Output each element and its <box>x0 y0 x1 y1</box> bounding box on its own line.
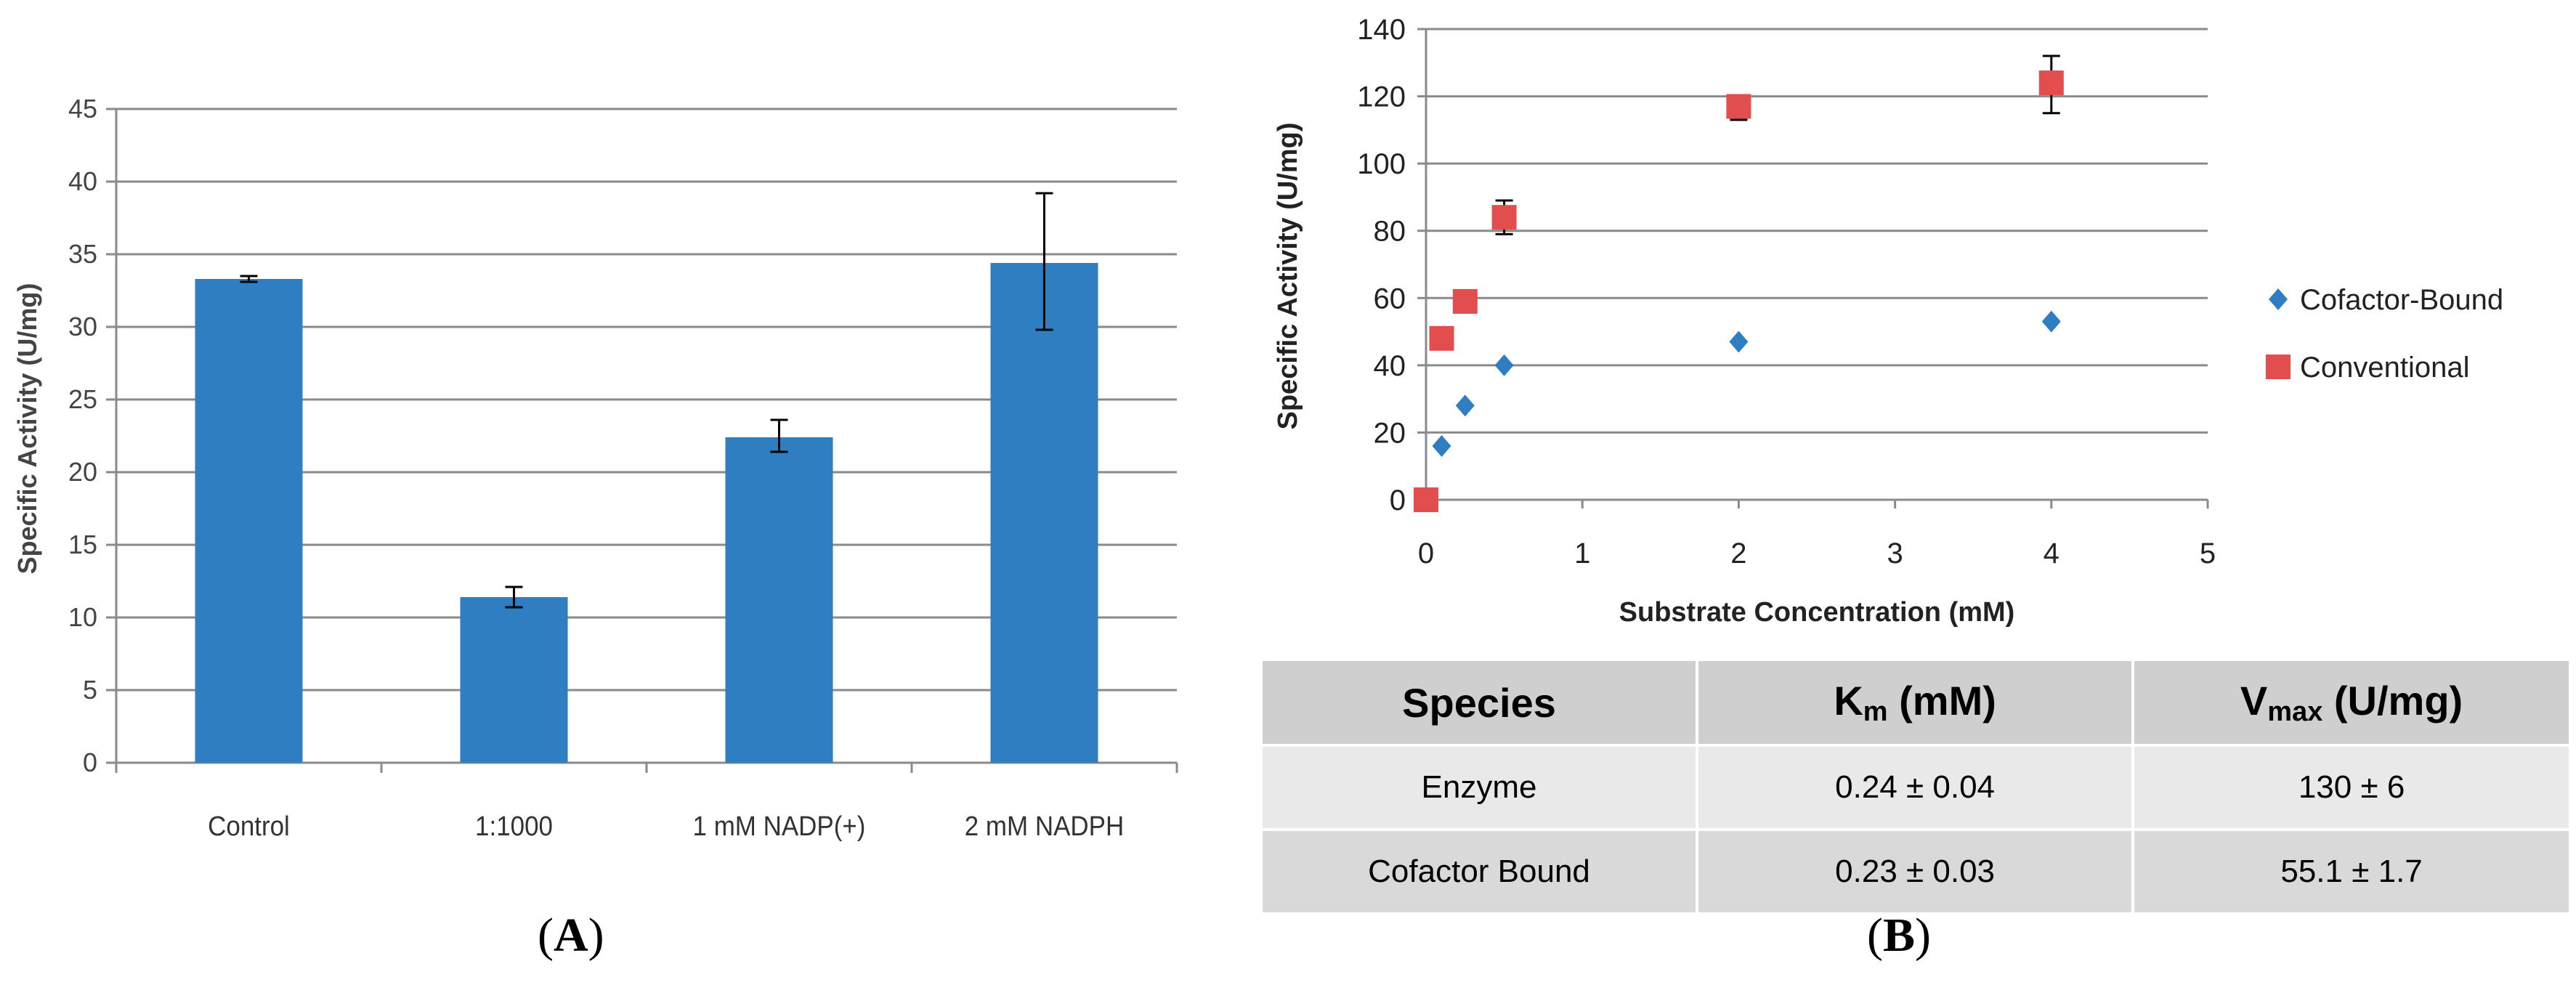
panel-label-b-open: ( <box>1867 909 1883 962</box>
panel-label-a-open: ( <box>538 909 554 962</box>
y-tick-label: 100 <box>1357 148 1406 180</box>
point-conventional <box>1452 288 1478 314</box>
legend-label: Conventional <box>2300 352 2470 384</box>
cell-species: Enzyme <box>1263 747 1699 831</box>
legend-marker <box>2266 354 2291 379</box>
point-conventional <box>2038 70 2064 96</box>
panel-label-b-close: ) <box>1915 909 1931 962</box>
y-tick-label: 30 <box>68 312 97 341</box>
bar <box>460 597 568 763</box>
point-cofactor-bound <box>1455 394 1475 417</box>
y-tick-labels: 0 5 10 15 20 25 30 35 40 45 <box>68 94 97 777</box>
scatter-chart-b: 0 20 40 60 80 100 120 140 0 1 2 3 4 5 Substrate Conc… <box>1273 14 2503 628</box>
y-tick-label: 5 <box>83 675 97 705</box>
y-tick-label: 35 <box>68 239 97 269</box>
legend-label: Cofactor-Bound <box>2300 284 2503 316</box>
bar-chart-a: 0 5 10 15 20 25 30 35 40 45 Control 1:1000 1 mM NAD… <box>12 94 1178 842</box>
cell-km: 0.23 ± 0.03 <box>1698 831 2135 915</box>
x-tick-labels: 0 1 2 3 4 5 <box>1418 538 2216 570</box>
point-conventional <box>1726 94 1751 119</box>
header-vmax: Vmax (U/mg) <box>2134 661 2572 747</box>
table-row: Enzyme 0.24 ± 0.04 130 ± 6 <box>1263 747 2572 831</box>
y-tick-label: 40 <box>68 166 97 196</box>
cell-species: Cofactor Bound <box>1263 831 1699 915</box>
x-tick-label: 1 <box>1574 538 1590 570</box>
x-tick-label: 5 <box>2200 538 2216 570</box>
point-cofactor-bound <box>1494 354 1514 376</box>
header-species: Species <box>1263 661 1699 747</box>
y-tick-label: 60 <box>1374 283 1406 315</box>
panel-label-b-letter: B <box>1882 909 1916 962</box>
point-cofactor-bound <box>1432 434 1451 457</box>
y-tick-label: 20 <box>1374 417 1406 449</box>
panel-label-b: (B) <box>1867 908 1931 963</box>
table-header-row: Species Km (mM) Vmax (U/mg) <box>1263 661 2572 747</box>
header-km-unit: (mM) <box>1887 678 1996 724</box>
y-tick-label: 15 <box>68 530 97 559</box>
y-tick-label: 40 <box>1374 350 1406 382</box>
x-tick-label: 3 <box>1887 538 1903 570</box>
header-km-sub: m <box>1863 697 1888 727</box>
x-tick-label: Control <box>208 811 290 842</box>
y-tick-label: 20 <box>68 457 97 487</box>
y-gridlines <box>1426 28 2208 434</box>
panel-label-a: (A) <box>538 908 604 963</box>
error-bars <box>240 192 1053 609</box>
header-vmax-main: V <box>2240 678 2268 724</box>
bar <box>725 437 833 763</box>
header-km: Km (mM) <box>1698 661 2135 747</box>
y-tick-labels: 0 20 40 60 80 100 120 140 <box>1357 14 1406 516</box>
point-conventional <box>1414 487 1438 512</box>
x-tick-labels: Control 1:1000 1 mM NADP(+) 2 mM NADPH <box>208 811 1124 842</box>
axes <box>1417 28 2209 508</box>
bars <box>195 263 1098 763</box>
y-tick-label: 45 <box>68 94 97 123</box>
y-tick-label: 10 <box>68 602 97 632</box>
y-tick-label: 140 <box>1357 14 1406 46</box>
cell-vmax: 130 ± 6 <box>2134 747 2572 831</box>
point-cofactor-bound <box>2041 310 2061 333</box>
y-tick-label: 0 <box>1390 485 1406 516</box>
y-tick-label: 80 <box>1374 216 1406 248</box>
table-row: Cofactor Bound 0.23 ± 0.03 55.1 ± 1.7 <box>1263 831 2572 915</box>
point-conventional <box>1429 325 1454 351</box>
y-tick-label: 120 <box>1357 81 1406 113</box>
legend: Cofactor-Bound Conventional <box>2266 284 2503 384</box>
kinetics-table: Species Km (mM) Vmax (U/mg) Enzyme 0.24 … <box>1263 661 2572 915</box>
bar <box>195 279 303 763</box>
header-km-main: K <box>1834 678 1863 724</box>
data-points <box>1414 70 2064 512</box>
y-tick-label: 25 <box>68 384 97 414</box>
bar <box>990 263 1098 763</box>
header-vmax-sub: max <box>2267 697 2323 727</box>
x-tick-label: 0 <box>1418 538 1434 570</box>
error-bars <box>1495 54 2060 235</box>
cell-vmax: 55.1 ± 1.7 <box>2134 831 2572 915</box>
x-tick-label: 1:1000 <box>475 811 553 842</box>
cell-km: 0.24 ± 0.04 <box>1698 747 2135 831</box>
panel-label-a-close: ) <box>588 909 604 962</box>
header-vmax-unit: (U/mg) <box>2322 678 2463 724</box>
legend-marker <box>2269 288 2288 310</box>
panel-label-a-letter: A <box>553 909 588 962</box>
x-axis-label: Substrate Concentration (mM) <box>1619 597 2015 628</box>
x-tick-label: 2 <box>1730 538 1746 570</box>
x-tick-label: 2 mM NADPH <box>965 811 1124 842</box>
point-cofactor-bound <box>1729 331 1749 353</box>
y-tick-label: 0 <box>83 747 97 777</box>
point-conventional <box>1491 205 1517 230</box>
y-axis-label: Specific Activity (U/mg) <box>12 283 42 575</box>
x-tick-label: 1 mM NADP(+) <box>693 811 866 842</box>
y-axis-label: Specific Activity (U/mg) <box>1273 122 1303 429</box>
x-tick-label: 4 <box>2044 538 2059 570</box>
